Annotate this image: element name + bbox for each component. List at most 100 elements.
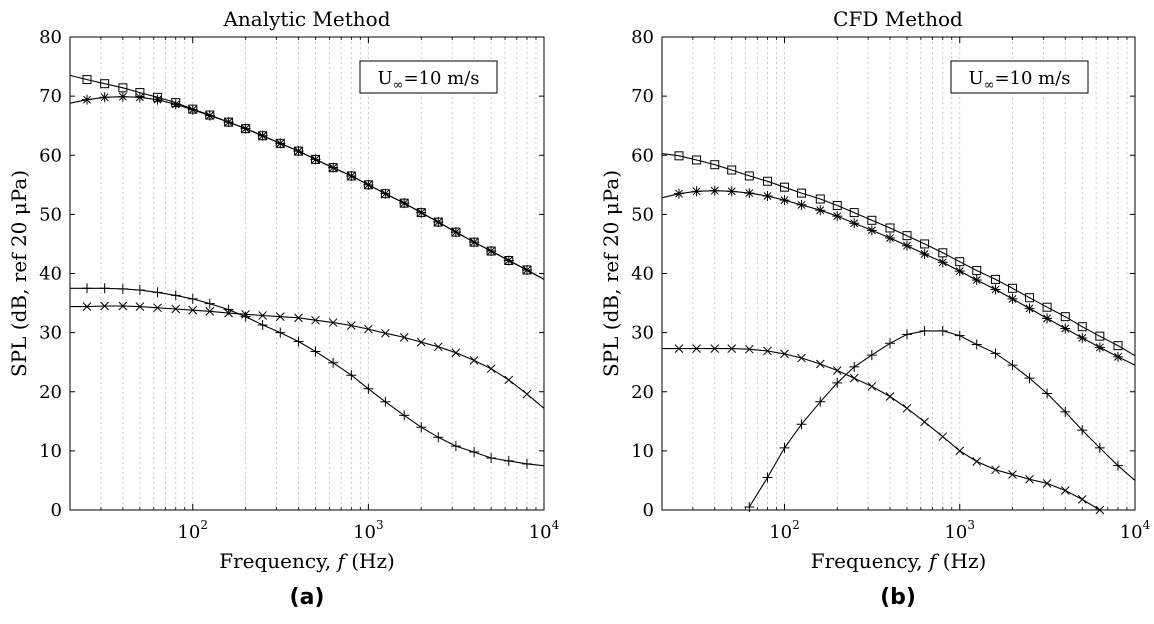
y-tick-label: 10 — [39, 441, 62, 462]
chart-panel-2: 0 10 20 30 40 50 60 70 80 102 103 104 CFD Method Freq… — [599, 7, 1151, 610]
marker-cross — [504, 375, 514, 385]
y-tick-label: 40 — [631, 264, 654, 285]
marker-asterisk — [187, 104, 198, 115]
marker-asterisk — [223, 117, 234, 128]
marker-plus — [919, 325, 930, 336]
velocity-annotation: U∞=10 m/s — [359, 60, 498, 94]
x-tick-label: 104 — [1120, 518, 1151, 543]
marker-cross — [205, 306, 215, 316]
x-tick-label: 102 — [769, 518, 800, 543]
marker-cross — [1025, 474, 1034, 484]
marker-asterisk — [275, 138, 286, 149]
marker-asterisk — [832, 211, 843, 222]
marker-plus — [152, 287, 163, 298]
marker-asterisk — [503, 255, 514, 266]
velocity-annotation: U∞=10 m/s — [950, 60, 1089, 94]
marker-plus — [486, 452, 497, 463]
marker-square — [1008, 283, 1018, 293]
series-line-asterisk — [69, 96, 545, 280]
marker-cross — [920, 417, 929, 427]
marker-plus — [416, 422, 427, 433]
marker-asterisk — [328, 162, 339, 173]
marker-square — [82, 75, 92, 85]
y-tick-label: 80 — [39, 27, 62, 48]
marker-square — [1042, 302, 1052, 312]
marker-cross — [469, 356, 479, 365]
marker-asterisk — [240, 123, 251, 134]
marker-cross — [171, 304, 181, 314]
y-axis-label: SPL (dB, ref 20 μPa) — [7, 170, 31, 377]
x-tick-label: 104 — [529, 518, 560, 543]
marker-asterisk — [779, 195, 790, 206]
y-tick-label: 50 — [631, 204, 654, 225]
marker-asterisk — [170, 99, 181, 110]
marker-plus — [433, 432, 444, 443]
annotation-box — [950, 60, 1089, 94]
marker-plus — [815, 396, 826, 407]
marker-asterisk — [134, 92, 145, 103]
series-line-square — [661, 152, 1136, 357]
y-tick-label: 20 — [39, 382, 62, 403]
marker-asterisk — [849, 218, 860, 229]
marker-asterisk — [1077, 332, 1088, 343]
marker-asterisk — [521, 264, 532, 275]
marker-cross — [381, 328, 390, 338]
y-tick-label: 60 — [39, 145, 62, 166]
marker-plus — [1077, 425, 1088, 436]
panel-caption: (a) — [290, 585, 325, 610]
marker-cross — [1008, 470, 1017, 479]
marker-plus — [240, 311, 251, 322]
marker-asterisk — [293, 146, 304, 157]
marker-square — [955, 257, 965, 267]
marker-cross — [294, 313, 303, 323]
marker-cross — [1060, 486, 1070, 495]
marker-square — [1113, 341, 1123, 351]
chart-panel-1: 0 10 20 30 40 50 60 70 80 102 103 104 Analytic Metho… — [7, 7, 560, 610]
y-tick-label: 70 — [631, 86, 654, 107]
marker-cross — [991, 465, 1000, 475]
marker-plus — [117, 283, 128, 294]
marker-square — [867, 215, 877, 225]
marker-plus — [1094, 442, 1105, 453]
marker-cross — [763, 346, 772, 356]
marker-plus — [937, 325, 948, 336]
marker-square — [710, 160, 720, 170]
marker-square — [727, 165, 737, 175]
marker-square — [1024, 293, 1034, 303]
marker-cross — [399, 333, 409, 342]
marker-cross — [416, 337, 426, 347]
marker-cross — [849, 373, 859, 383]
marker-cross — [692, 344, 701, 353]
y-tick-label: 60 — [631, 145, 654, 166]
marker-asterisk — [1094, 342, 1105, 353]
series-markers — [82, 75, 532, 469]
marker-asterisk — [919, 248, 930, 259]
grid-lines — [69, 37, 537, 510]
marker-cross — [433, 342, 443, 352]
marker-plus — [503, 455, 514, 466]
marker-asterisk — [346, 170, 357, 181]
marker-asterisk — [866, 225, 877, 236]
marker-asterisk — [310, 154, 321, 165]
marker-cross — [522, 389, 532, 399]
marker-asterisk — [82, 94, 93, 105]
marker-asterisk — [1113, 351, 1124, 362]
marker-plus — [82, 283, 93, 294]
marker-cross — [815, 359, 825, 369]
marker-asterisk — [885, 233, 896, 244]
series-line-plus — [70, 287, 545, 467]
y-tick-label: 70 — [39, 86, 62, 107]
x-axis-label: Frequency, f (Hz) — [219, 549, 395, 573]
plot-frame — [661, 36, 1136, 511]
marker-plus — [849, 361, 860, 372]
marker-plus — [779, 442, 790, 453]
marker-cross — [188, 305, 198, 315]
marker-cross — [275, 312, 285, 322]
marker-plus — [1060, 406, 1071, 417]
series-line-asterisk — [661, 190, 1136, 366]
marker-asterisk — [486, 246, 497, 257]
marker-plus — [204, 298, 215, 309]
marker-asterisk — [117, 91, 128, 102]
y-tick-label: 50 — [39, 204, 62, 225]
marker-asterisk — [954, 266, 965, 277]
